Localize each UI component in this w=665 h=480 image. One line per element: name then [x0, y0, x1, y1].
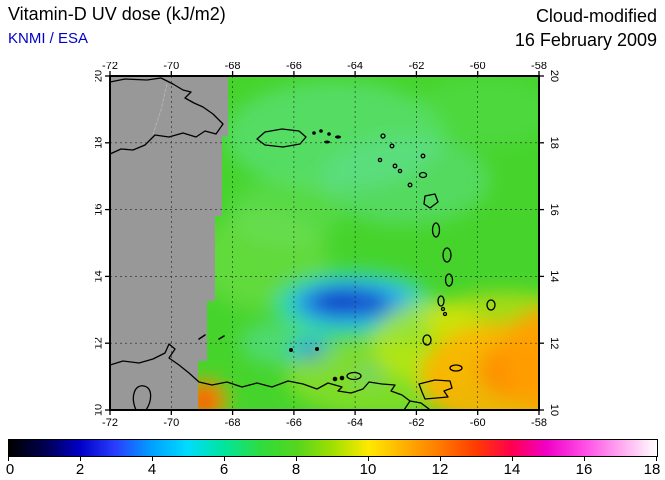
lon-tick-label: -62 [408, 62, 424, 72]
lon-tick-label: -60 [470, 417, 486, 429]
colorbar-tick [368, 457, 369, 461]
lat-tick-label: 10 [548, 404, 560, 416]
colorbar-tick [80, 457, 81, 461]
trinidad-coast [418, 379, 453, 400]
field-blobs [184, 77, 539, 410]
lon-tick-label: -72 [102, 62, 118, 72]
lon-tick-label: -64 [347, 417, 363, 429]
colorbar-label: 16 [575, 461, 593, 478]
lon-tick-label: -68 [225, 62, 241, 72]
virgin-islands [312, 129, 341, 144]
lat-tick-label: 18 [548, 137, 560, 149]
colorbar-tick [224, 457, 225, 461]
lon-tick-label: -72 [102, 417, 118, 429]
lat-tick-label: 20 [548, 70, 560, 82]
colorbar-tick [656, 457, 657, 461]
lon-tick-label: -58 [531, 62, 547, 72]
colorbar-tick [512, 457, 513, 461]
colorbar-tick [8, 457, 9, 461]
header-right-block: Cloud-modified 16 February 2009 [515, 4, 657, 52]
lat-tick-label: 16 [548, 203, 560, 215]
colorbar-label: 14 [503, 461, 521, 478]
colorbar-label: 2 [75, 461, 85, 478]
no-data-region [110, 76, 228, 410]
axis-ticks [105, 71, 544, 415]
lat-tick-label: 12 [548, 337, 560, 349]
lesser-antilles [377, 133, 496, 372]
institution-label: KNMI / ESA [8, 30, 89, 47]
mode-label: Cloud-modified [535, 6, 657, 26]
lat-tick-label: 20 [95, 70, 105, 82]
lat-tick-label: 14 [95, 270, 105, 282]
lon-tick-label: -60 [470, 62, 486, 72]
lon-tick-label: -68 [225, 417, 241, 429]
colorbar-label: 4 [147, 461, 157, 478]
hispaniola-coast [110, 77, 224, 155]
colorbar-tick [584, 457, 585, 461]
colorbar [8, 439, 658, 457]
page-title: Vitamin-D UV dose (kJ/m2) [8, 4, 226, 24]
abc-islands [198, 334, 345, 382]
margarita-island [346, 371, 362, 381]
lake-maracaibo [132, 385, 152, 410]
lat-tick-label: 18 [95, 137, 105, 149]
colorbar-label: 12 [431, 461, 449, 478]
uv-dose-map-figure: -72 -70 -68 -66 -64 -62 -60 -58 -72 -70 … [93, 60, 565, 437]
lon-tick-label: -58 [531, 417, 547, 429]
colorbar-label: 0 [5, 461, 15, 478]
map-frame [109, 75, 540, 411]
lat-tick-label: 10 [95, 404, 105, 416]
colorbar-label: 18 [643, 461, 661, 478]
uv-dose-map: -72 -70 -68 -66 -64 -62 -60 -58 -72 -70 … [93, 60, 561, 429]
orinoco-delta [409, 400, 430, 410]
colorbar-tick [440, 457, 441, 461]
field-layer [110, 76, 539, 410]
lon-tick-label: -66 [286, 417, 302, 429]
lat-tick-label: 12 [95, 337, 105, 349]
puerto-rico-coast [256, 128, 307, 148]
lon-tick-label: -70 [163, 417, 179, 429]
grid-lines [110, 76, 539, 410]
lat-tick-label: 16 [95, 203, 105, 215]
lon-tick-label: -66 [286, 62, 302, 72]
hispaniola-border [152, 83, 168, 135]
lon-tick-label: -70 [163, 62, 179, 72]
date-label: 16 February 2009 [514, 30, 657, 50]
colorbar-label: 8 [291, 461, 301, 478]
lon-tick-label: -62 [408, 417, 424, 429]
coastlines [110, 77, 496, 410]
colorbar-label: 10 [359, 461, 377, 478]
colorbar-tick [152, 457, 153, 461]
lon-tick-label: -64 [347, 62, 363, 72]
colorbar-tick [296, 457, 297, 461]
lat-tick-label: 14 [548, 270, 560, 282]
venezuela-coast [110, 343, 411, 410]
colorbar-label: 6 [219, 461, 229, 478]
